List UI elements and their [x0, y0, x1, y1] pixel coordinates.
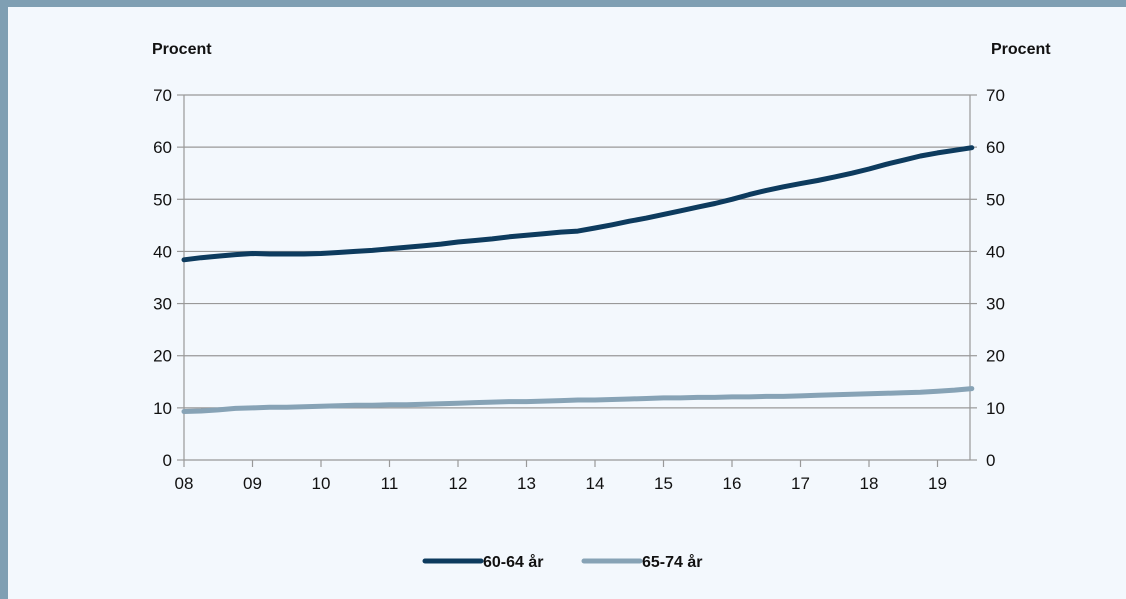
right-tick-label-70: 70 — [986, 86, 1005, 105]
right-tick-label-0: 0 — [986, 451, 995, 470]
x-tick-label-19: 19 — [928, 474, 947, 493]
x-tick-label-16: 16 — [723, 474, 742, 493]
left-tick-label-40: 40 — [153, 242, 172, 261]
left-tick-label-10: 10 — [153, 399, 172, 418]
x-tick-label-10: 10 — [312, 474, 331, 493]
series-line-0 — [181, 145, 975, 263]
x-tick-label-12: 12 — [449, 474, 468, 493]
x-tick-label-09: 09 — [243, 474, 262, 493]
right-tick-label-30: 30 — [986, 295, 1005, 314]
x-tick-label-08: 08 — [175, 474, 194, 493]
legend-label-60-64: 60-64 år — [483, 553, 544, 571]
left-tick-label-30: 30 — [153, 295, 172, 314]
left-tick-label-50: 50 — [153, 190, 172, 209]
x-tick-label-11: 11 — [381, 474, 399, 493]
x-tick-label-18: 18 — [860, 474, 879, 493]
series-line-1 — [181, 386, 975, 414]
right-tick-label-20: 20 — [986, 347, 1005, 366]
left-tick-label-60: 60 — [153, 138, 172, 157]
right-tick-label-40: 40 — [986, 242, 1005, 261]
line-chart: 0 0 10 10 20 20 30 30 40 40 50 50 60 60 70 70 08 09 10 11 12… — [152, 41, 1051, 571]
x-tick-label-17: 17 — [791, 474, 810, 493]
x-tick-label-15: 15 — [654, 474, 673, 493]
axes: 0 0 10 10 20 20 30 30 40 40 50 50 60 60 70 70 08 09 10 11 12… — [153, 86, 1005, 493]
right-tick-label-50: 50 — [986, 190, 1005, 209]
chart-panel: 0 0 10 10 20 20 30 30 40 40 50 50 60 60 70 70 08 09 10 11 12… — [8, 7, 1126, 599]
left-tick-label-0: 0 — [163, 451, 172, 470]
right-tick-label-60: 60 — [986, 138, 1005, 157]
left-tick-label-20: 20 — [153, 347, 172, 366]
x-tick-label-13: 13 — [517, 474, 536, 493]
gridlines — [184, 94, 970, 409]
x-tick-label-14: 14 — [586, 474, 605, 493]
left-axis-title: Procent — [152, 41, 212, 58]
legend-label-65-74: 65-74 år — [642, 553, 703, 571]
series-lines — [181, 145, 975, 414]
right-tick-label-10: 10 — [986, 399, 1005, 418]
legend: 60-64 år 65-74 år — [422, 553, 703, 571]
left-tick-label-70: 70 — [153, 86, 172, 105]
right-axis-title: Procent — [991, 41, 1051, 58]
